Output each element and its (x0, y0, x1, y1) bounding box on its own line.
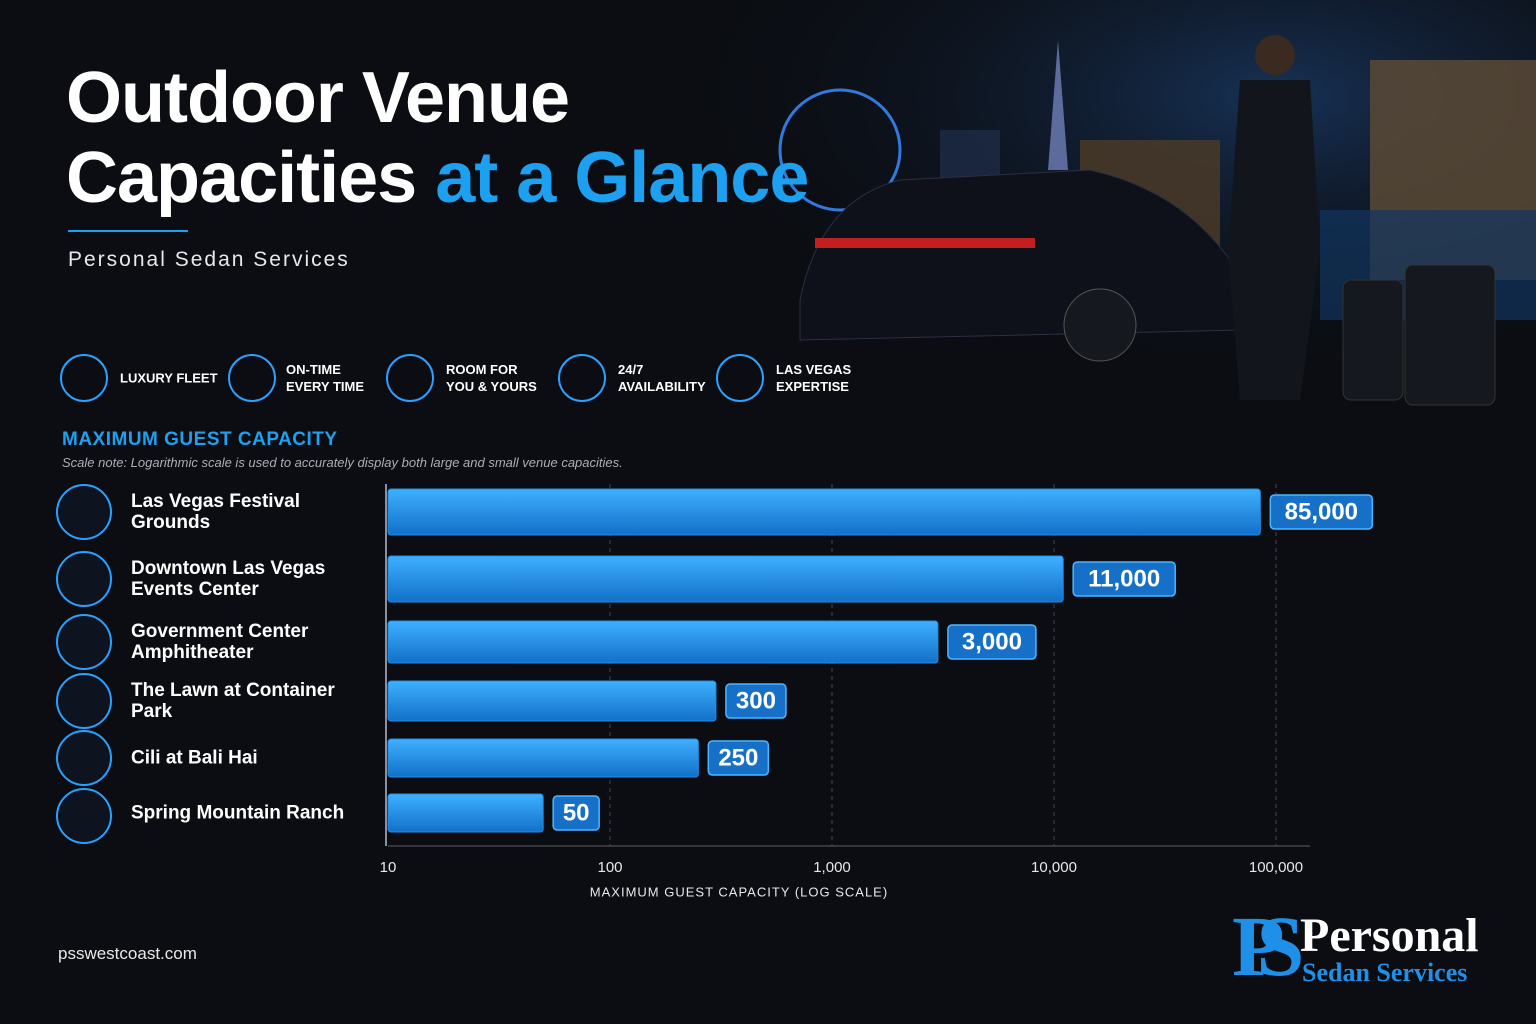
x-tick-label: 1,000 (813, 859, 851, 876)
chart-note: Scale note: Logarithmic scale is used to… (62, 455, 623, 470)
x-tick-label: 10,000 (1031, 859, 1077, 876)
x-tick-label: 10 (380, 859, 397, 876)
value-label-box (1072, 561, 1176, 597)
bar (387, 738, 699, 778)
subtitle: Personal Sedan Services (68, 248, 350, 271)
value-label-box (707, 740, 770, 776)
value-label-box (725, 683, 787, 719)
x-tick-label: 100,000 (1249, 859, 1303, 876)
car (799, 169, 1241, 362)
bar (387, 680, 717, 722)
venue-icons (56, 484, 112, 844)
value-label-box (1269, 494, 1374, 530)
x-tick-label: 100 (597, 859, 622, 876)
value-label-box (947, 624, 1037, 660)
chart-title: MAXIMUM GUEST CAPACITY (62, 429, 338, 450)
feature-label: LAS VEGAS EXPERTISE (776, 362, 852, 394)
feature-label: ON-TIME EVERY TIME (286, 362, 365, 394)
bar (387, 555, 1064, 603)
category-label: Cili at Bali Hai (131, 747, 258, 769)
feature-label: LUXURY FLEET (120, 370, 218, 386)
category-label: Downtown Las Vegas Events Center (131, 558, 326, 600)
title-highlight: at a Glance (435, 138, 809, 218)
feature-label: ROOM FOR YOU & YOURS (446, 362, 537, 394)
title-text: Outdoor Venue Capacities (66, 58, 570, 218)
value-label: 300 (736, 687, 776, 714)
value-label: 85,000 (1285, 498, 1358, 525)
x-axis-label: MAXIMUM GUEST CAPACITY (LOG SCALE) (590, 884, 888, 899)
bar (387, 793, 544, 833)
website: psswestcoast.com (58, 944, 197, 963)
chart: 10 100 1,000 10,000 100,000 MAXIMUM GUEST CAP… (380, 484, 1374, 899)
category-label: Las Vegas Festival Grounds (131, 491, 300, 533)
value-label-box (552, 795, 600, 831)
feature-label: 24/7 AVAILABILITY (618, 362, 706, 394)
value-label: 250 (718, 744, 758, 771)
value-label: 3,000 (962, 628, 1022, 655)
title: Outdoor Venue Capacities at a Glance (66, 58, 886, 218)
value-label: 50 (563, 799, 590, 826)
feature-icons (60, 354, 764, 402)
chauffeur (1228, 35, 1496, 406)
logo-monogram: PS (1232, 898, 1305, 994)
logo-name: Personal (1300, 909, 1479, 962)
bar (387, 488, 1261, 536)
category-label: Government Center Amphitheater (131, 621, 309, 663)
bar (387, 620, 939, 664)
category-label: The Lawn at Container Park (131, 680, 335, 722)
logo-tagline: Sedan Services (1302, 958, 1468, 987)
value-label: 11,000 (1088, 565, 1160, 592)
category-label: Spring Mountain Ranch (131, 802, 345, 824)
